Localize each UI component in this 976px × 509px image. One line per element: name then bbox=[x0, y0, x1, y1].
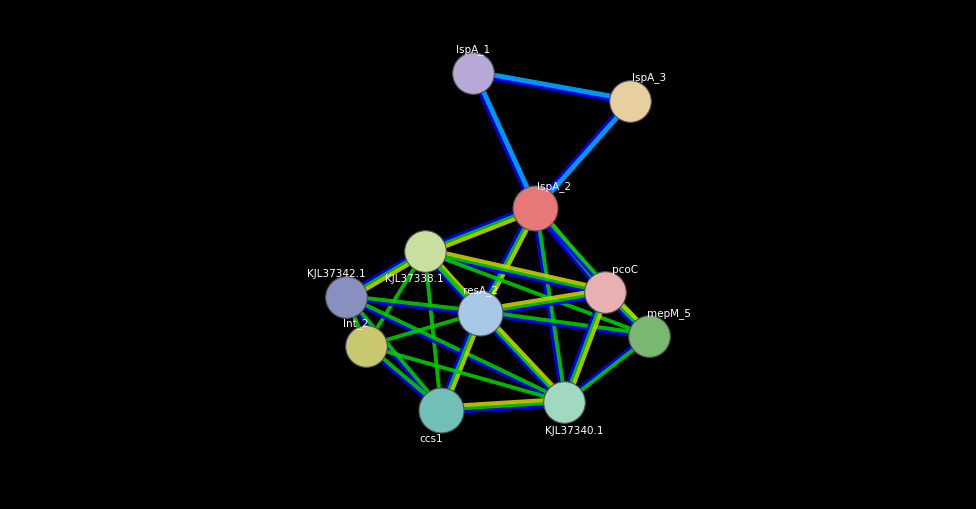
Text: lspA_1: lspA_1 bbox=[457, 44, 490, 55]
Point bbox=[466, 70, 481, 78]
Point bbox=[472, 309, 488, 317]
Text: lspA_2: lspA_2 bbox=[538, 180, 571, 191]
Point bbox=[339, 294, 354, 302]
Point bbox=[597, 289, 613, 297]
Point bbox=[641, 332, 657, 340]
Point bbox=[622, 98, 637, 106]
Text: KJL37338.1: KJL37338.1 bbox=[386, 273, 444, 284]
Text: resA_2: resA_2 bbox=[463, 285, 498, 296]
Point bbox=[556, 398, 572, 406]
Text: lspA_3: lspA_3 bbox=[632, 72, 666, 83]
Text: KJL37340.1: KJL37340.1 bbox=[545, 425, 603, 435]
Point bbox=[417, 248, 432, 256]
Point bbox=[527, 205, 543, 213]
Point bbox=[358, 342, 374, 350]
Text: mepM_5: mepM_5 bbox=[647, 307, 690, 319]
Text: ccs1: ccs1 bbox=[420, 433, 443, 443]
Point bbox=[433, 406, 449, 414]
Text: KJL37342.1: KJL37342.1 bbox=[307, 268, 366, 278]
Text: pcoC: pcoC bbox=[612, 265, 637, 275]
Text: Int_2: Int_2 bbox=[344, 318, 369, 329]
